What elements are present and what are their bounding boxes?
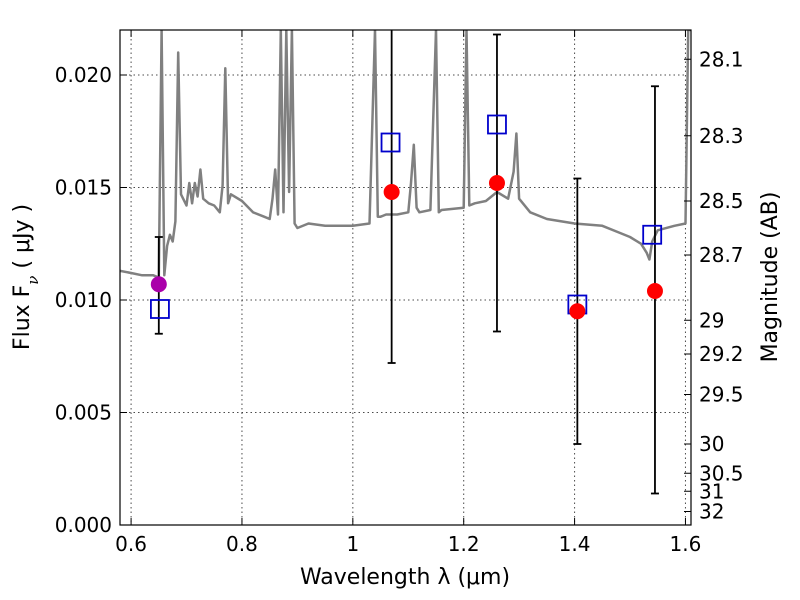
ticks: 0.6 0.8 1 1.2 1.4 1.6 0.000 0.005 0.010 0.015 0.02… <box>55 30 744 556</box>
y-tick-label: 0.020 <box>55 63 112 87</box>
right-tick-label: 32 <box>699 500 724 524</box>
plot-frame <box>119 29 692 526</box>
right-tick-label: 31 <box>699 479 724 503</box>
measured-flux-point <box>488 175 505 191</box>
model-flux-square <box>150 299 170 319</box>
x-tick-label: 1 <box>346 532 359 556</box>
y-axis-label-main: Flux F <box>10 285 35 350</box>
right-tick-label: 28.3 <box>699 124 744 148</box>
y-tick-label: 0.000 <box>55 513 112 537</box>
right-tick-label: 29.2 <box>699 342 744 366</box>
y-axis-label-left: Flux Fν ( μJy ) <box>10 204 42 350</box>
x-tick-label: 1.6 <box>670 532 702 556</box>
right-tick-label: 30.5 <box>699 461 744 485</box>
right-tick-label: 28.5 <box>699 189 744 213</box>
x-tick-label: 0.6 <box>115 532 147 556</box>
model-flux-square <box>487 114 507 135</box>
model-flux-square <box>380 132 401 153</box>
y-axis-label-subscript: ν <box>24 276 42 285</box>
right-tick-label: 29.5 <box>699 383 744 407</box>
x-tick-label: 1.2 <box>448 532 480 556</box>
grid <box>120 30 691 526</box>
x-tick-label: 1.4 <box>559 532 591 556</box>
y-tick-label: 0.015 <box>55 176 112 200</box>
right-tick-label: 28.1 <box>699 47 744 71</box>
measured-flux-point <box>383 184 400 200</box>
y-axis-label-right: Magnitude (AB) <box>758 192 783 363</box>
y-tick-label: 0.010 <box>55 288 112 312</box>
x-tick-label: 0.8 <box>226 532 258 556</box>
right-tick-label: 29 <box>699 308 724 332</box>
spectrum-line <box>120 30 691 279</box>
right-tick-label: 28.7 <box>699 243 744 267</box>
marker-layer <box>150 114 663 320</box>
spectrum-layer <box>120 30 691 279</box>
measured-flux-point <box>150 276 167 293</box>
model-flux-square <box>642 224 663 245</box>
measured-flux-point <box>569 303 586 320</box>
y-tick-label: 0.005 <box>55 401 112 425</box>
measured-flux-point <box>646 283 663 299</box>
y-axis-label-unit: ( μJy ) <box>10 204 35 276</box>
x-axis-label: Wavelength λ (μm) <box>300 565 510 590</box>
right-tick-label: 30 <box>699 432 724 456</box>
